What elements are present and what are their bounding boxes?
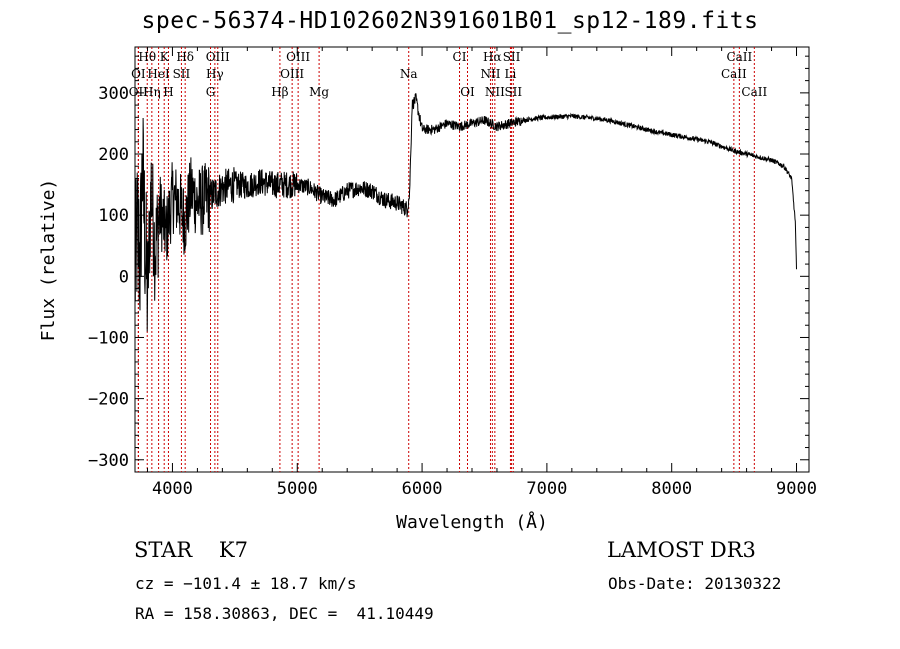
y-tick-label: −100 [88, 328, 129, 348]
spectral-line-label: K [160, 50, 170, 64]
spectral-line-label: NII [485, 85, 505, 99]
y-tick-label: 100 [98, 206, 129, 226]
spectral-line-label: CaII [741, 85, 767, 99]
spectral-line-label: H [163, 85, 173, 99]
spectral-line-label: SII [173, 67, 191, 81]
coordinates: RA = 158.30863, DEC = 41.10449 [135, 604, 434, 623]
spectral-line-label: Hθ [138, 50, 156, 64]
spectral-line-label: Hβ [271, 85, 288, 99]
y-tick-label: 300 [98, 84, 129, 104]
x-axis-label: Wavelength (Å) [396, 511, 548, 533]
spectral-line-label: HeI [147, 67, 170, 81]
spectral-line-label: Li [505, 67, 517, 81]
x-tick-label: 5000 [277, 479, 318, 499]
spectral-line-label: CaII [726, 50, 752, 64]
x-tick-label: 9000 [776, 479, 817, 499]
y-tick-label: 200 [98, 145, 129, 165]
x-tick-label: 4000 [152, 479, 193, 499]
spectral-line-label: OI [131, 67, 146, 81]
spectral-line-label: Hα [483, 50, 502, 64]
x-tick-label: 6000 [402, 479, 443, 499]
spectral-line-label: Hδ [176, 50, 194, 64]
spectral-line-label: NII [480, 67, 500, 81]
redshift-velocity: cz = −101.4 ± 18.7 km/s [135, 574, 357, 593]
chart-title: spec-56374-HD102602N391601B01_sp12-189.f… [141, 8, 759, 34]
y-tick-label: 0 [119, 267, 129, 287]
spectral-line-label: Hη [143, 85, 161, 99]
spectral-line-label: OI [460, 85, 475, 99]
observation-date: Obs-Date: 20130322 [608, 574, 782, 593]
spectral-line-label: SII [504, 85, 522, 99]
spectrum-line [134, 93, 797, 332]
spectral-line-label: G [206, 85, 216, 99]
classification: STAR K7 [134, 538, 248, 562]
spectral-line-label: CaII [721, 67, 747, 81]
spectral-line-label: OIII [206, 50, 230, 64]
spectral-line-label: CI [453, 50, 467, 64]
spectral-line-label: OII [129, 85, 149, 99]
x-tick-label: 7000 [526, 479, 567, 499]
spectral-line-label: Hγ [206, 67, 224, 81]
x-tick-label: 8000 [651, 479, 692, 499]
spectral-line-label: Mg [309, 85, 329, 99]
y-axis-label: Flux (relative) [38, 179, 59, 342]
spectral-line-label: Na [400, 67, 418, 81]
plot-frame [134, 46, 810, 473]
spectral-line-label: OIII [280, 67, 304, 81]
y-tick-label: −300 [88, 451, 129, 471]
y-tick-label: −200 [88, 390, 129, 410]
survey-name: LAMOST DR3 [607, 538, 756, 562]
spectral-line-label: OIII [286, 50, 310, 64]
spectral-line-label: SII [503, 50, 521, 64]
